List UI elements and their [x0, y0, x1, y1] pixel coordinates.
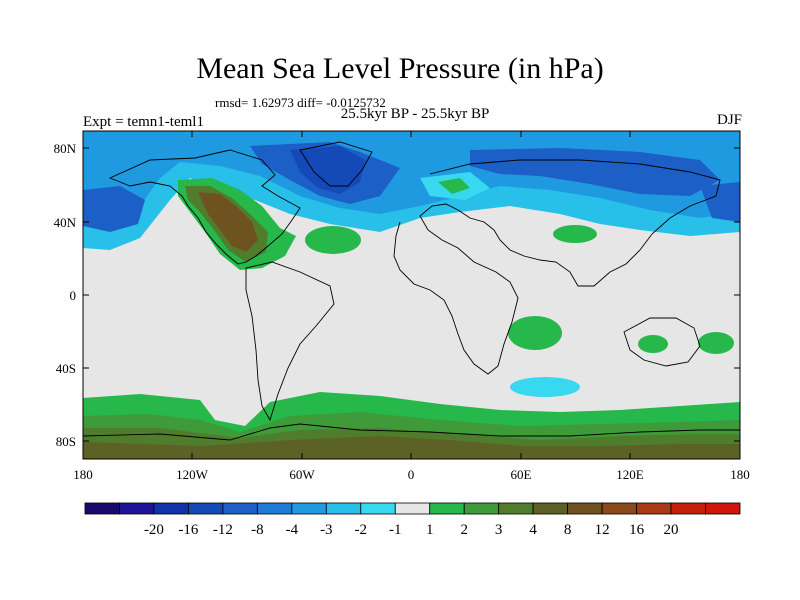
lat-tick-label: 80S — [56, 434, 76, 449]
colorbar: -20 -16 -12 -8 -4 -3 -2 -1 1 2 3 4 8 12 16 20 — [84, 502, 741, 538]
colorbar-swatch — [601, 502, 637, 515]
lon-tick-label: 0 — [408, 467, 415, 482]
colorbar-swatch — [636, 502, 672, 515]
australia-green-high — [638, 335, 668, 353]
pacific-green-high — [698, 332, 734, 354]
colorbar-swatch — [360, 502, 396, 515]
colorbar-swatch — [705, 502, 741, 515]
south-america-coast — [245, 261, 335, 422]
antarctica-coast — [83, 423, 740, 441]
period-label: 25.5kyr BP - 25.5kyr BP — [340, 106, 490, 122]
colorbar-label: 1 — [426, 522, 434, 538]
lon-tick-label: 180 — [73, 467, 93, 482]
colorbar-label: -8 — [251, 522, 264, 538]
lon-tick-label: 180 — [730, 467, 750, 482]
atlantic-green-high — [305, 226, 361, 254]
lon-tick-label: 120W — [176, 467, 209, 482]
colorbar-swatch — [84, 502, 120, 515]
lat-tick-label: 40N — [54, 215, 77, 230]
lon-tick-label: 60W — [289, 467, 315, 482]
colorbar-swatch — [325, 502, 362, 515]
colorbar-label: -12 — [213, 522, 233, 538]
colorbar-swatch — [463, 502, 500, 515]
experiment-label: Expt = temn1-teml1 — [83, 114, 204, 130]
colorbar-swatch — [256, 502, 293, 515]
antarctica-brown — [83, 436, 740, 459]
longitude-axis: 180 120W 60W 0 60E 120E 180 — [73, 131, 750, 482]
coastlines — [83, 141, 740, 441]
north-america-brown — [198, 192, 258, 252]
stats-label: rmsd= 1.62973 diff= -0.0125732 — [215, 95, 386, 110]
colorbar-label: 16 — [629, 522, 645, 538]
colorbar-label: 12 — [595, 522, 610, 538]
southern-cyan-low — [510, 377, 580, 397]
greenland-coast — [299, 141, 373, 187]
lon-tick-label: 120E — [616, 467, 644, 482]
pacific-blue-low — [83, 186, 145, 232]
lat-tick-label: 40S — [56, 361, 76, 376]
colorbar-swatch — [429, 502, 465, 515]
scandinavia-green — [438, 178, 470, 194]
map-field — [83, 131, 740, 459]
north-america-coast — [108, 149, 301, 265]
greenland-deep-blue — [290, 146, 365, 194]
colorbar-swatch — [567, 502, 603, 515]
colorbar-label: -1 — [389, 522, 402, 538]
map-title: Mean Sea Level Pressure (in hPa) — [196, 52, 604, 85]
colorbar-label: 4 — [529, 522, 537, 538]
colorbar-swatch — [153, 502, 189, 515]
asia-green-high — [553, 225, 597, 243]
latitude-axis: 80N 40N 0 40S 80S — [54, 141, 740, 449]
colorbar-swatch — [394, 502, 431, 515]
season-label: DJF — [716, 112, 742, 128]
colorbar-label: -4 — [286, 522, 299, 538]
colorbar-swatch — [291, 502, 327, 515]
colorbar-label: -2 — [355, 522, 368, 538]
colorbar-label: -3 — [320, 522, 333, 538]
colorbar-swatch — [498, 502, 534, 515]
indian-ocean-green-high — [508, 316, 562, 350]
asia-coast — [429, 159, 721, 287]
pacific-east-blue-low — [700, 182, 740, 222]
colorbar-label: 2 — [460, 522, 468, 538]
australia-coast — [623, 317, 701, 367]
colorbar-label: -16 — [178, 522, 198, 538]
colorbar-label: 20 — [664, 522, 679, 538]
lat-tick-label: 0 — [70, 288, 77, 303]
colorbar-label: 3 — [495, 522, 503, 538]
colorbar-swatch — [188, 502, 224, 515]
lat-tick-label: 80N — [54, 141, 77, 156]
colorbar-label: 8 — [564, 522, 572, 538]
europe-africa-coast — [393, 203, 519, 375]
colorbar-swatch — [532, 502, 569, 515]
colorbar-swatch — [670, 502, 706, 515]
lon-tick-label: 60E — [511, 467, 532, 482]
colorbar-swatch — [119, 502, 155, 515]
colorbar-label: -20 — [144, 522, 164, 538]
colorbar-swatch — [222, 502, 258, 515]
